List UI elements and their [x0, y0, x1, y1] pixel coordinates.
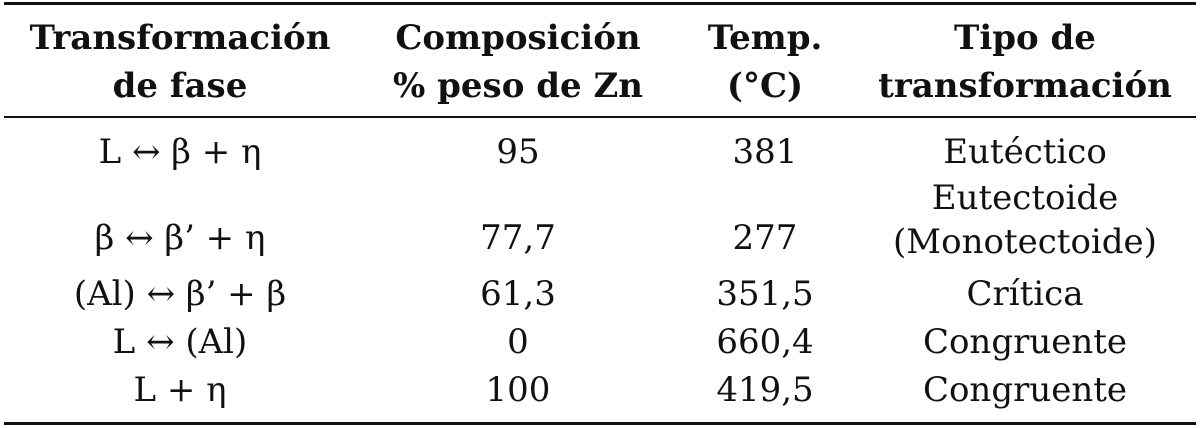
- header-line: Temp.: [707, 18, 823, 58]
- cell-type-line: (Monotectoide): [893, 222, 1157, 262]
- header-type: Tipo de transformación: [878, 16, 1172, 108]
- cell-type-line: Eutectoide: [931, 178, 1119, 218]
- cell-type: Congruente: [922, 322, 1128, 362]
- cell-transformation: L + η: [133, 370, 227, 410]
- cell-composition: 0: [507, 322, 529, 362]
- header-line: transformación: [878, 66, 1172, 106]
- cell-temperature: 351,5: [716, 274, 814, 314]
- header-line: de fase: [112, 66, 248, 106]
- cell-transformation: β ↔ β’ + η: [94, 218, 266, 258]
- cell-type: Crítica: [966, 274, 1084, 314]
- cell-transformation: (Al) ↔ β’ + β: [73, 274, 287, 314]
- cell-composition: 77,7: [480, 218, 556, 258]
- cell-temperature: 277: [732, 218, 798, 258]
- header-line: Composición: [395, 18, 641, 58]
- header-line: % peso de Zn: [393, 66, 643, 106]
- cell-type: Eutéctico: [943, 132, 1107, 172]
- header-line: (°C): [726, 66, 804, 106]
- cell-transformation: L ↔ (Al): [112, 322, 248, 362]
- cell-composition: 95: [496, 132, 540, 172]
- cell-temperature: 381: [732, 132, 798, 172]
- cell-composition: 100: [485, 370, 551, 410]
- table-header-rule: [4, 116, 1196, 118]
- cell-temperature: 419,5: [716, 370, 814, 410]
- header-composition: Composición % peso de Zn: [393, 16, 643, 108]
- header-temperature: Temp. (°C): [708, 16, 823, 108]
- table-bottom-rule: [4, 422, 1196, 425]
- header-transformation: Transformación de fase: [30, 16, 331, 108]
- cell-transformation: L ↔ β + η: [98, 132, 262, 172]
- header-line: Transformación: [29, 18, 331, 58]
- table-top-rule: [4, 2, 1196, 5]
- cell-composition: 61,3: [480, 274, 556, 314]
- cell-temperature: 660,4: [716, 322, 814, 362]
- header-line: Tipo de: [954, 18, 1096, 58]
- cell-type: Congruente: [922, 370, 1128, 410]
- cell-type: Eutectoide (Monotectoide): [893, 176, 1157, 264]
